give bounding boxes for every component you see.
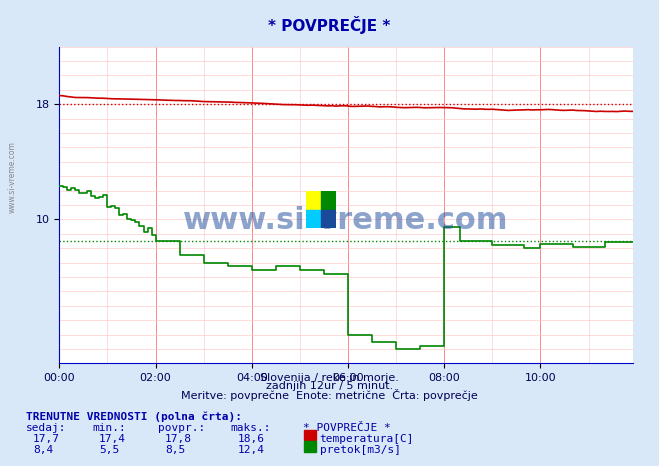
Text: 5,5: 5,5	[99, 445, 119, 455]
Text: Slovenija / reke in morje.: Slovenija / reke in morje.	[260, 373, 399, 383]
Text: 17,7: 17,7	[33, 434, 60, 444]
Text: zadnjih 12ur / 5 minut.: zadnjih 12ur / 5 minut.	[266, 381, 393, 391]
Text: www.si-vreme.com: www.si-vreme.com	[8, 141, 17, 213]
Text: 8,5: 8,5	[165, 445, 185, 455]
Text: maks.:: maks.:	[231, 423, 271, 433]
Text: 17,8: 17,8	[165, 434, 192, 444]
Bar	[304, 441, 316, 452]
Bar	[322, 210, 336, 228]
Text: 17,4: 17,4	[99, 434, 126, 444]
Text: temperatura[C]: temperatura[C]	[320, 434, 414, 444]
Text: 18,6: 18,6	[237, 434, 264, 444]
Bar	[304, 430, 316, 440]
Text: * POVPREČJE *: * POVPREČJE *	[303, 423, 391, 433]
Bar	[322, 191, 336, 210]
Text: * POVPREČJE *: * POVPREČJE *	[268, 16, 391, 34]
Bar	[306, 191, 322, 210]
Bar	[306, 210, 322, 228]
Text: 12,4: 12,4	[237, 445, 264, 455]
Text: povpr.:: povpr.:	[158, 423, 206, 433]
Text: pretok[m3/s]: pretok[m3/s]	[320, 445, 401, 455]
Text: TRENUTNE VREDNOSTI (polna črta):: TRENUTNE VREDNOSTI (polna črta):	[26, 411, 243, 422]
Text: sedaj:: sedaj:	[26, 423, 67, 433]
Text: 8,4: 8,4	[33, 445, 53, 455]
Text: www.si-vreme.com: www.si-vreme.com	[183, 206, 509, 235]
Text: min.:: min.:	[92, 423, 126, 433]
Text: Meritve: povprečne  Enote: metrične  Črta: povprečje: Meritve: povprečne Enote: metrične Črta:…	[181, 389, 478, 401]
